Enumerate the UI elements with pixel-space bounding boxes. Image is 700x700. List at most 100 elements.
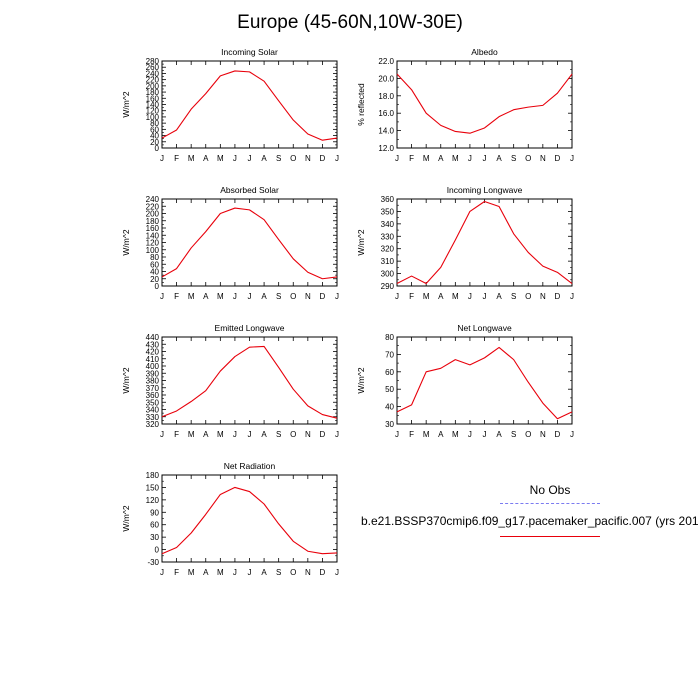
data-point (396, 282, 398, 284)
y-tick-label: 240 (146, 195, 160, 204)
x-tick-label: D (320, 430, 326, 439)
y-tick-label: 150 (146, 483, 160, 492)
y-tick-label: 22.0 (378, 57, 394, 66)
data-point (483, 127, 485, 129)
series-line (396, 200, 573, 285)
data-point (263, 345, 265, 347)
y-tick-label: 330 (146, 413, 160, 422)
data-point (263, 218, 265, 220)
y-tick-label: 360 (146, 391, 160, 400)
data-point (336, 552, 338, 554)
series-line (161, 345, 338, 419)
data-point (498, 346, 500, 348)
data-point (321, 139, 323, 141)
y-tick-label: -30 (147, 558, 159, 567)
data-point (190, 247, 192, 249)
panel-title: Net Radiation (224, 461, 276, 471)
x-tick-label: J (248, 154, 252, 163)
y-axis-label: W/m^2 (121, 229, 131, 255)
y-tick-label: 320 (381, 245, 395, 254)
data-point (321, 278, 323, 280)
y-tick-label: 350 (146, 398, 160, 407)
x-tick-label: A (203, 154, 209, 163)
data-point (190, 532, 192, 534)
x-tick-label: A (261, 568, 267, 577)
x-tick-label: S (511, 154, 516, 163)
x-tick-label: A (203, 430, 209, 439)
data-point (190, 400, 192, 402)
plot-frame (161, 336, 338, 425)
y-tick-label: 340 (381, 220, 395, 229)
data-point (498, 205, 500, 207)
y-tick-label: 310 (381, 257, 395, 266)
x-tick-label: J (483, 154, 487, 163)
x-tick-label: D (555, 430, 561, 439)
data-point (161, 553, 163, 555)
data-point (571, 282, 573, 284)
x-tick-label: J (570, 154, 574, 163)
data-point (248, 71, 250, 73)
x-tick-label: J (570, 430, 574, 439)
x-tick-label: M (188, 292, 195, 301)
x-tick-label: F (409, 292, 414, 301)
data-point (175, 546, 177, 548)
y-tick-label: 360 (381, 195, 395, 204)
data-point (321, 413, 323, 415)
y-tick-label: 12.0 (378, 144, 394, 153)
x-tick-label: S (276, 568, 281, 577)
x-tick-label: D (320, 154, 326, 163)
y-tick-label: 0 (155, 282, 160, 291)
panel-emitted-longwave: Emitted LongwaveW/m^23203303403503603703… (121, 323, 339, 439)
panel-title: Incoming Solar (221, 47, 278, 57)
y-tick-label: 200 (146, 210, 160, 219)
x-tick-label: J (233, 292, 237, 301)
y-tick-label: 200 (146, 82, 160, 91)
x-tick-label: J (483, 430, 487, 439)
x-tick-label: O (525, 430, 531, 439)
panel-title: Absorbed Solar (220, 185, 279, 195)
x-tick-label: J (233, 154, 237, 163)
data-point (307, 405, 309, 407)
data-point (527, 381, 529, 383)
y-tick-label: 14.0 (378, 127, 394, 136)
panel-albedo: Albedo % reflected 12.0 14.0 16.0 18.0 20.0 22.… (356, 47, 574, 163)
series-line (161, 486, 338, 555)
x-tick-label: F (174, 568, 179, 577)
y-tick-label: 300 (381, 270, 395, 279)
y-tick-label: 370 (146, 384, 160, 393)
y-tick-label: 40 (385, 403, 394, 412)
x-tick-label: J (570, 292, 574, 301)
x-tick-label: J (160, 154, 164, 163)
y-tick-label: 420 (146, 348, 160, 357)
series-line (396, 73, 573, 134)
x-tick-label: O (290, 292, 296, 301)
x-tick-label: O (290, 430, 296, 439)
x-tick-label: S (511, 292, 516, 301)
y-tick-label: 20 (150, 275, 159, 284)
data-point (219, 75, 221, 77)
x-tick-label: F (409, 430, 414, 439)
x-tick-label: M (217, 154, 224, 163)
data-point (410, 404, 412, 406)
data-point (277, 366, 279, 368)
y-tick-label: 220 (146, 202, 160, 211)
x-tick-label: M (423, 430, 430, 439)
x-tick-label: M (452, 154, 459, 163)
x-tick-label: M (423, 292, 430, 301)
x-tick-label: J (160, 292, 164, 301)
y-tick-label: 30 (385, 420, 394, 429)
y-axis-label: W/m^2 (356, 229, 366, 255)
data-point (571, 411, 573, 413)
series-line (161, 207, 338, 280)
x-tick-label: A (496, 430, 502, 439)
legend-run-label: b.e21.BSSP370cmip6.f09_g17.pacemaker_pac… (361, 514, 699, 528)
data-point (498, 115, 500, 117)
x-tick-label: N (305, 568, 311, 577)
y-tick-label: 320 (146, 420, 160, 429)
y-tick-label: 16.0 (378, 109, 394, 118)
y-tick-label: 330 (381, 232, 395, 241)
y-tick-label: 70 (385, 350, 394, 359)
x-tick-label: A (438, 292, 444, 301)
x-tick-label: A (438, 154, 444, 163)
